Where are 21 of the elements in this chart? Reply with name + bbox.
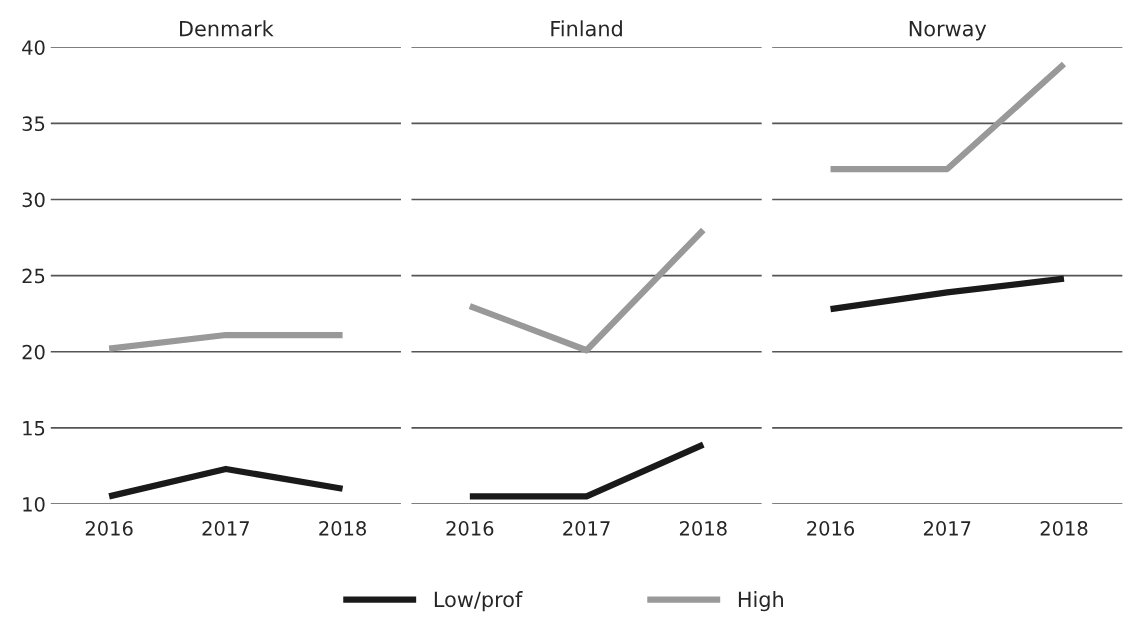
x-tick-label: 2017 bbox=[563, 521, 610, 536]
chart-title: Norway bbox=[909, 20, 987, 41]
x-tick-label: 2016 bbox=[85, 521, 133, 536]
x-tick-label: 2016 bbox=[446, 521, 494, 536]
x-tick-label: 2018 bbox=[319, 521, 366, 536]
x-tick-label: 2016 bbox=[807, 521, 855, 536]
x-tick-label: 2017 bbox=[202, 521, 249, 536]
y-tick-label: 10 bbox=[23, 496, 45, 512]
chart-title: Finland bbox=[551, 20, 622, 37]
y-tick-label: 30 bbox=[22, 192, 45, 208]
x-tick-label: 2018 bbox=[679, 521, 727, 536]
legend-label: High bbox=[738, 591, 783, 612]
x-tick-label: 2017 bbox=[923, 521, 971, 536]
y-tick-label: 25 bbox=[22, 268, 45, 284]
x-tick-label: 2018 bbox=[1040, 521, 1088, 536]
chart-title: Denmark bbox=[180, 20, 274, 37]
y-tick-label: 40 bbox=[22, 40, 45, 55]
y-tick-label: 35 bbox=[22, 116, 45, 132]
y-tick-label: 15 bbox=[23, 421, 45, 436]
y-tick-label: 20 bbox=[22, 344, 45, 360]
legend-label: Low/prof bbox=[434, 591, 523, 612]
